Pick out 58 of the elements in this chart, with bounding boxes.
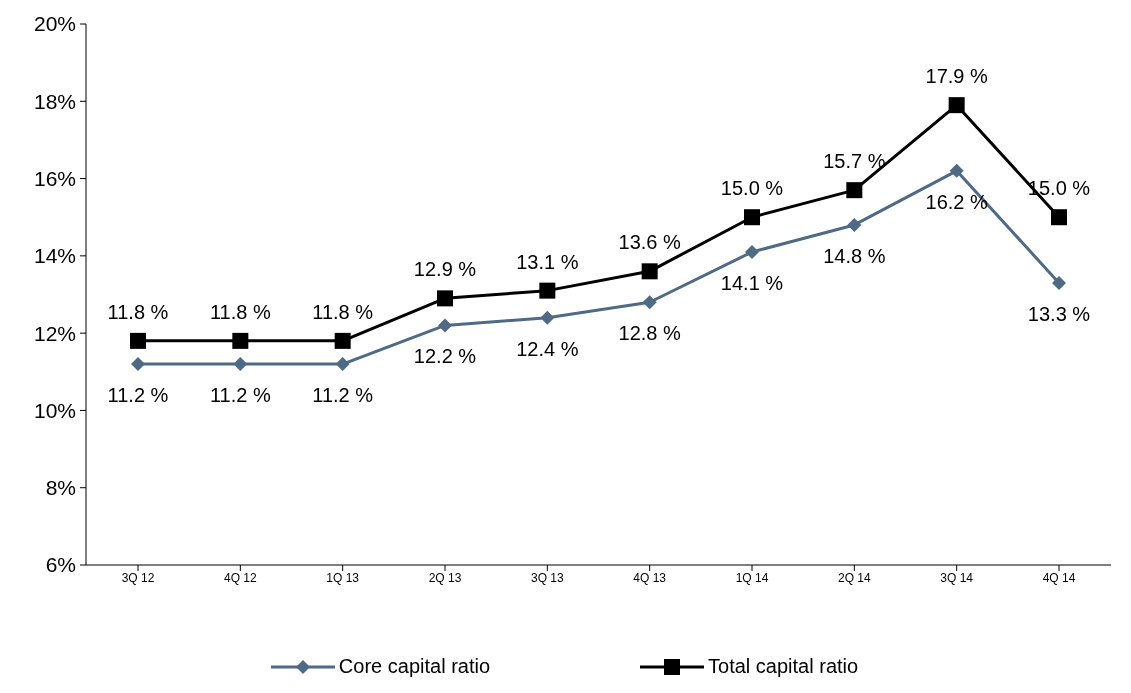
data-label: 12.4 %	[516, 337, 579, 360]
x-tick-label: 4Q 12	[223, 570, 257, 585]
y-tick-label: 20%	[33, 12, 76, 36]
point	[539, 282, 556, 299]
data-label: 15.0 %	[720, 177, 784, 200]
data-label: 14.8 %	[823, 244, 886, 267]
data-label: 12.2 %	[413, 345, 477, 368]
point	[540, 310, 555, 325]
data-label: 11.8 %	[209, 300, 271, 323]
data-label: 13.3 %	[1027, 302, 1091, 325]
y-tick-label: 12%	[33, 321, 76, 345]
x-tick-label: 4Q 13	[633, 570, 667, 585]
x-tick-label: 2Q 14	[837, 570, 871, 585]
x-tick-label: 4Q 14	[1042, 570, 1076, 585]
x-tick-label: 3Q 13	[530, 570, 564, 585]
point	[641, 263, 658, 280]
y-tick-label: 8%	[45, 476, 76, 500]
point	[642, 295, 657, 310]
data-label: 11.8 %	[107, 300, 169, 323]
point	[745, 244, 759, 259]
data-label: 14.1 %	[720, 271, 784, 294]
data-label: 13.6 %	[618, 231, 682, 254]
point	[233, 357, 248, 372]
point	[335, 357, 350, 372]
legend-label: Total capital ratio	[708, 655, 859, 678]
point	[1051, 209, 1067, 226]
data-label: 11.8 %	[312, 300, 374, 323]
data-label: 11.2 %	[312, 384, 374, 407]
legend-label: Core capital ratio	[338, 655, 491, 678]
point	[438, 318, 452, 333]
y-tick-label: 14%	[33, 244, 76, 268]
point	[949, 163, 964, 178]
point	[131, 357, 145, 372]
point	[847, 217, 862, 232]
point	[1052, 275, 1066, 290]
y-tick-label: 10%	[33, 398, 76, 422]
data-label: 12.8 %	[618, 322, 682, 345]
data-label: 12.9 %	[413, 258, 477, 281]
y-tick-label: 16%	[33, 167, 76, 191]
x-tick-label: 3Q 12	[121, 570, 155, 585]
point	[130, 332, 146, 349]
data-label: 11.2 %	[107, 384, 169, 407]
data-label: 11.2 %	[209, 384, 271, 407]
y-tick-label: 6%	[45, 553, 76, 577]
point	[744, 209, 760, 226]
x-tick-label: 1Q 14	[735, 570, 769, 585]
point	[437, 290, 453, 307]
point	[846, 182, 863, 199]
point	[948, 97, 965, 114]
point	[334, 332, 351, 349]
x-tick-label: 2Q 13	[428, 570, 462, 585]
point	[232, 332, 249, 349]
y-tick-label: 18%	[33, 89, 76, 113]
data-label: 13.1 %	[516, 250, 579, 273]
data-label: 17.9 %	[925, 65, 989, 88]
x-tick-label: 1Q 13	[326, 570, 360, 585]
data-label: 16.2 %	[925, 190, 989, 213]
x-tick-label: 3Q 14	[940, 570, 974, 585]
